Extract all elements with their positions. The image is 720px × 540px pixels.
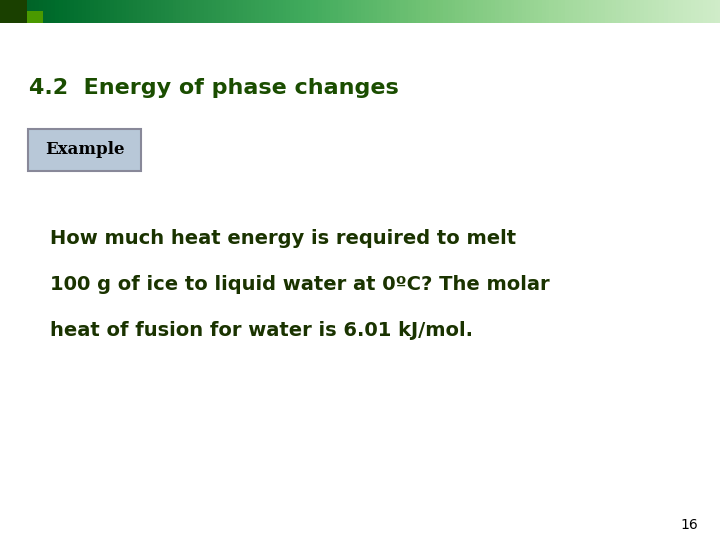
Text: How much heat energy is required to melt: How much heat energy is required to melt xyxy=(50,230,516,248)
Text: 4.2  Energy of phase changes: 4.2 Energy of phase changes xyxy=(29,78,399,98)
FancyBboxPatch shape xyxy=(28,129,141,171)
Text: heat of fusion for water is 6.01 kJ/mol.: heat of fusion for water is 6.01 kJ/mol. xyxy=(50,321,474,340)
Bar xyxy=(0,0,27,23)
Bar xyxy=(27,11,43,23)
Text: 16: 16 xyxy=(680,518,698,532)
Text: Example: Example xyxy=(45,141,125,158)
Text: 100 g of ice to liquid water at 0ºC? The molar: 100 g of ice to liquid water at 0ºC? The… xyxy=(50,275,550,294)
